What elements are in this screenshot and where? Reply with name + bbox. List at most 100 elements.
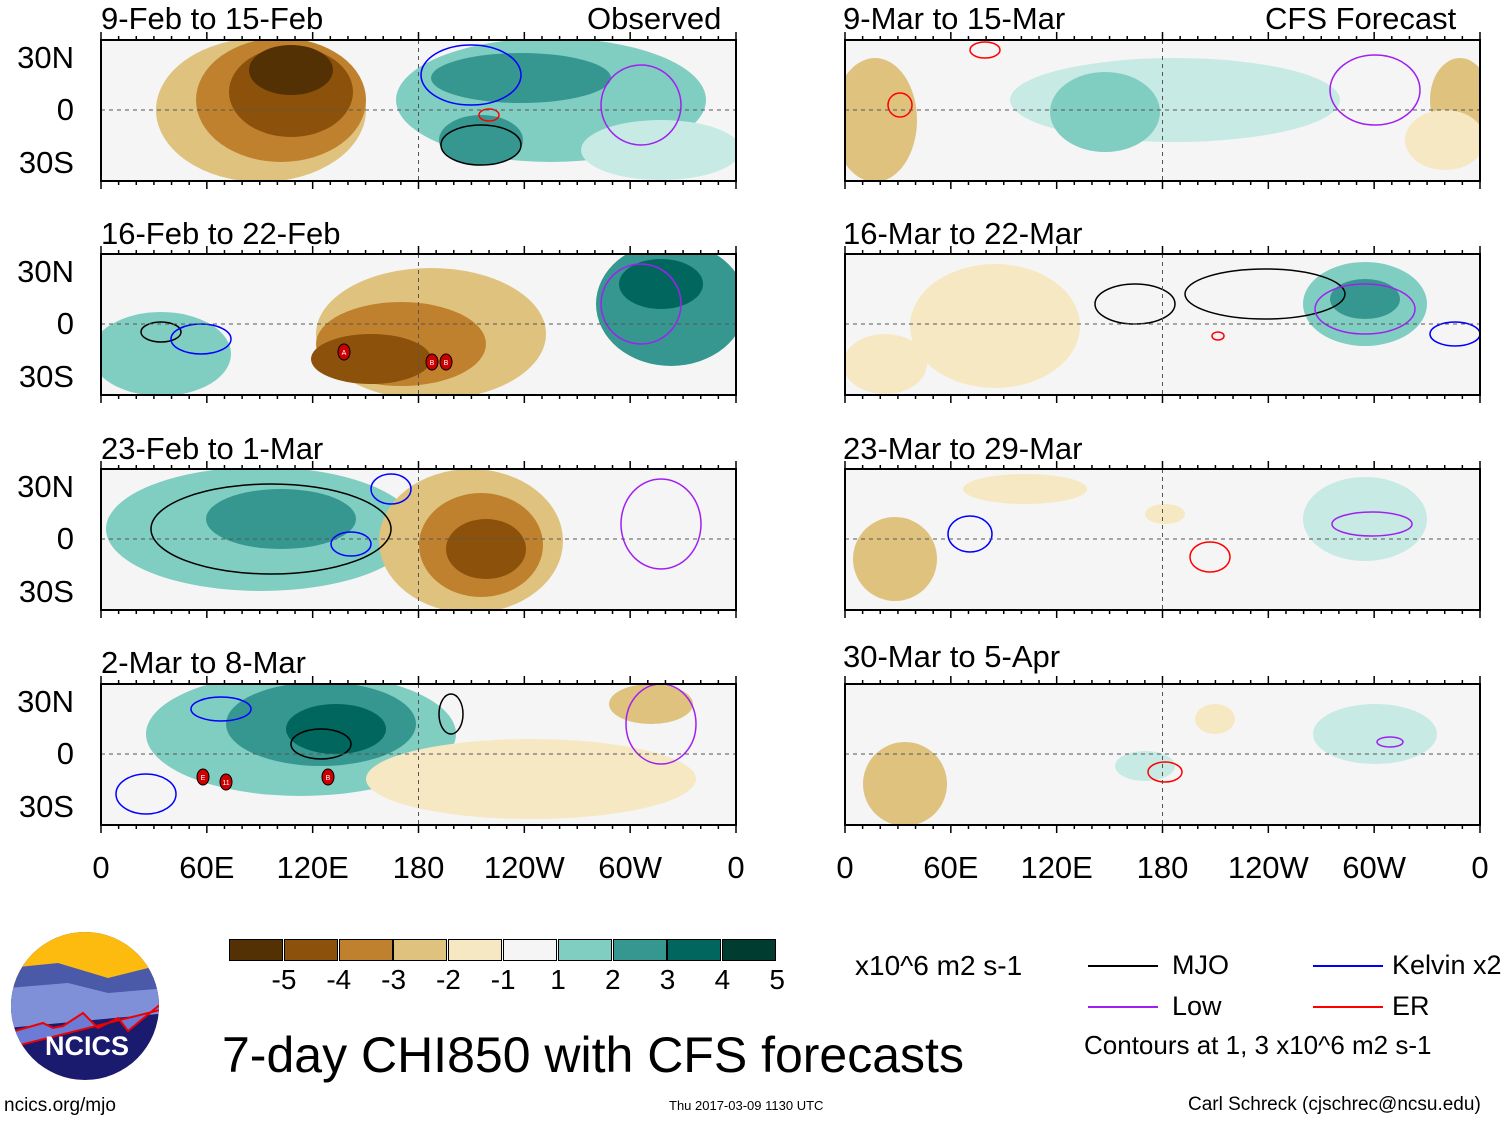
colorbar-tick-label: -4: [326, 964, 352, 995]
contour-note: Contours at 1, 3 x10^6 m2 s-1: [1084, 1030, 1432, 1060]
wave-contour: [887, 92, 913, 118]
colorbar-tick-label: 3: [659, 964, 676, 995]
lon-tick-label: 120E: [276, 850, 349, 885]
tropical-cyclone-marker: [337, 343, 351, 361]
wave-contour: [969, 41, 1001, 59]
tropical-cyclone-marker: [219, 773, 233, 791]
map-panel: [100, 676, 737, 833]
anomaly-region: [609, 684, 693, 724]
lat-tick-label: 30S: [18, 574, 74, 609]
colorbar-swatch: [229, 939, 283, 961]
anomaly-region: [1195, 704, 1235, 734]
wave-contour: [1147, 761, 1183, 783]
lon-tick-label: 60E: [923, 850, 979, 885]
map-panel: [844, 461, 1481, 618]
colorbar-swatch: [667, 939, 722, 961]
wave-contour: [1189, 541, 1231, 573]
lon-tick-label: 120W: [1227, 850, 1309, 885]
anomaly-region: [1115, 751, 1175, 781]
timestamp: Thu 2017-03-09 1130 UTC: [669, 1098, 824, 1113]
tropical-cyclone-marker: [196, 768, 210, 786]
wave-contour: [140, 321, 182, 343]
anomaly-region: [249, 45, 333, 95]
lat-tick-label: 0: [56, 306, 74, 341]
colorbar-swatch: [338, 939, 393, 961]
wave-contour: [330, 531, 372, 557]
forecast-label: CFS Forecast: [1265, 1, 1457, 36]
lon-tick-label: 60E: [179, 850, 235, 885]
legend-label: MJO: [1172, 950, 1229, 980]
lat-tick-label: 30N: [17, 684, 74, 719]
figure-title: 7-day CHI850 with CFS forecasts: [222, 1027, 964, 1083]
lat-tick-label: 30N: [17, 469, 74, 504]
wave-contour: [150, 483, 392, 575]
anomaly-region: [845, 334, 927, 394]
map-panel: [844, 676, 1481, 833]
tc-label: B: [430, 360, 435, 367]
anomaly-region: [853, 517, 937, 601]
tropical-cyclone-marker: [321, 768, 335, 786]
wave-contour: [438, 693, 464, 735]
lon-tick-label: 0: [92, 850, 110, 885]
lat-tick-label: 30S: [18, 145, 74, 180]
anomaly-region: [366, 739, 696, 819]
legend-swatch-kelvin: [1313, 965, 1383, 967]
map-panel: [844, 32, 1481, 189]
lon-tick-label: 0: [836, 850, 854, 885]
anomaly-region: [845, 58, 917, 181]
panel-title: 30-Mar to 5-Apr: [843, 639, 1061, 674]
colorbar-tick-label: -3: [381, 964, 407, 995]
anomaly-region: [1050, 72, 1160, 152]
colorbar-tick-label: -1: [490, 964, 516, 995]
anomaly-region: [439, 115, 523, 165]
lon-tick-label: 0: [1471, 850, 1489, 885]
map-panel: [100, 461, 737, 618]
colorbar-swatch: [722, 939, 777, 961]
lat-tick-label: 0: [56, 92, 74, 127]
wave-contour: [1331, 511, 1413, 537]
lat-tick-label: 0: [56, 736, 74, 771]
anomaly-region: [863, 742, 947, 825]
lat-tick-label: 0: [56, 521, 74, 556]
wave-contour: [290, 728, 352, 760]
legend-label: ER: [1392, 991, 1430, 1021]
anomaly-region: [1303, 477, 1427, 561]
wave-contour: [600, 263, 682, 345]
wave-contour: [478, 108, 500, 122]
colorbar-swatch: [448, 939, 503, 961]
legend-swatch-low: [1088, 1006, 1158, 1008]
tc-label: B: [444, 360, 449, 367]
tc-label: 11: [222, 780, 229, 787]
anomaly-region: [101, 312, 231, 395]
lat-tick-label: 30N: [17, 254, 74, 289]
map-panel: [844, 246, 1481, 403]
wave-contour: [1329, 54, 1421, 126]
panel-title: 2-Mar to 8-Mar: [101, 645, 306, 680]
legend-label: Kelvin x2: [1392, 950, 1502, 980]
anomaly-region: [1330, 279, 1400, 319]
wave-contour: [1184, 268, 1346, 320]
anomaly-region: [619, 259, 703, 309]
anomaly-region: [963, 474, 1087, 504]
anomaly-region: [286, 704, 386, 754]
url-label: ncics.org/mjo: [4, 1095, 116, 1116]
tc-label: A: [342, 350, 347, 357]
lat-tick-label: 30S: [18, 359, 74, 394]
colorbar-tick-label: 5: [769, 964, 785, 995]
panel-title: 9-Feb to 15-Feb: [101, 1, 324, 36]
author-credit: Carl Schreck (cjschrec@ncsu.edu): [1188, 1094, 1481, 1115]
logo-text: NCICS: [45, 1031, 129, 1061]
legend-label: Low: [1172, 991, 1222, 1021]
panel-title: 9-Mar to 15-Mar: [843, 1, 1066, 36]
lon-tick-label: 120W: [483, 850, 565, 885]
lon-tick-label: 180: [1136, 850, 1189, 885]
tropical-cyclone-marker: [425, 353, 439, 371]
anomaly-region: [1405, 110, 1480, 170]
wave-contour: [440, 124, 522, 166]
colorbar-tick-label: 2: [605, 964, 621, 995]
panel-title: 16-Feb to 22-Feb: [101, 216, 341, 251]
wave-contour: [115, 773, 177, 815]
panel-title: 16-Mar to 22-Mar: [843, 216, 1083, 251]
